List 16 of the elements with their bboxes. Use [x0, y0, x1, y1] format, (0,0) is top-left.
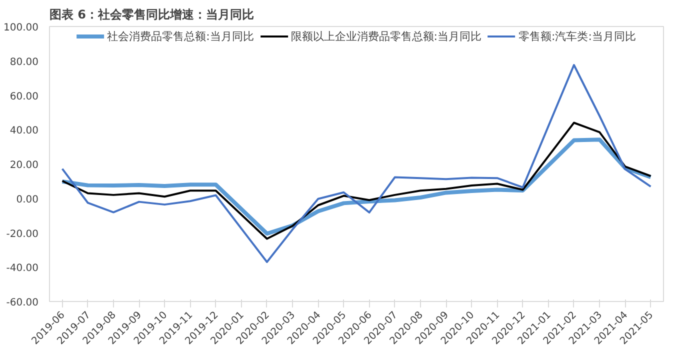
line-series [61, 122, 652, 240]
legend-label: 零售额:汽车类:当月同比 [518, 28, 636, 44]
chart-title: 图表 6：社会零售同比增速：当月同比 [50, 8, 254, 22]
y-tick-label: 60.00 [10, 91, 39, 102]
y-tick-label: 100.00 [4, 22, 39, 34]
legend-label: 社会消费品零售总额:当月同比 [107, 28, 254, 44]
y-tick-label: 80.00 [10, 56, 39, 68]
y-tick-label: -20.00 [6, 228, 39, 240]
legend-label: 限额以上企业消费品零售总额:当月同比 [290, 28, 482, 44]
line-series [60, 138, 653, 236]
y-tick-label: -40.00 [6, 263, 39, 274]
y-tick-label: 0.00 [16, 194, 38, 206]
y-tick-label: 40.00 [10, 126, 39, 137]
y-tick-label: 20.00 [10, 160, 39, 171]
line-series [61, 64, 652, 263]
y-tick-label: -60.00 [6, 298, 39, 308]
